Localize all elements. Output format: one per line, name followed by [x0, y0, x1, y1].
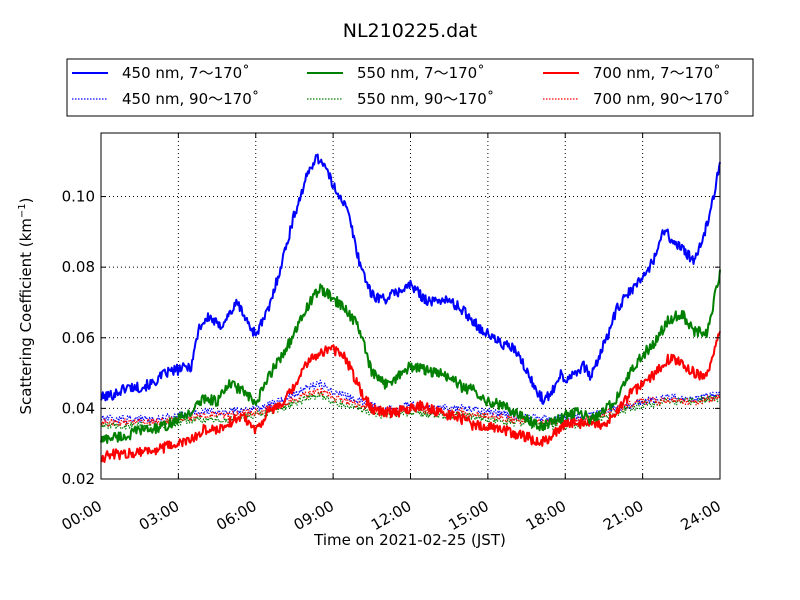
y-tick-label: 0.08	[62, 258, 95, 276]
y-axis-label-close: )	[17, 197, 35, 203]
legend-label: 550 nm, 90～170˚	[357, 90, 494, 108]
x-tick-label: 03:00	[136, 497, 182, 534]
y-tick-label: 0.02	[62, 470, 95, 488]
x-axis-label: Time on 2021-02-25 (JST)	[313, 531, 506, 549]
legend-label: 450 nm, 7～170˚	[122, 64, 250, 82]
x-tick-label: 18:00	[523, 497, 569, 534]
legend: 450 nm, 7～170˚ 450 nm, 90～170˚ 550 nm, 7～1…	[66, 58, 754, 117]
x-tick-label: 15:00	[445, 497, 491, 534]
series-line-solid-1	[100, 269, 721, 444]
y-tick-label: 0.10	[62, 188, 95, 206]
plot-area: 00:00 03:00 06:00 09:00 12:00 15:00 18:00 21:00…	[59, 132, 724, 534]
y-tick-label: 0.04	[62, 399, 95, 417]
y-axis-label-superscript: −1	[17, 203, 28, 218]
legend-label: 450 nm, 90～170˚	[122, 90, 259, 108]
legend-label: 700 nm, 7～170˚	[593, 64, 721, 82]
y-tick-label: 0.06	[62, 329, 95, 347]
chart-title: NL210225.dat	[343, 20, 478, 42]
series-line-solid-0	[100, 153, 721, 405]
y-axis-label: Scattering Coefficient (km−1)	[17, 197, 35, 414]
x-tick-label: 21:00	[600, 497, 646, 534]
x-tick-label: 00:00	[59, 497, 105, 534]
x-tick-label: 06:00	[213, 497, 259, 534]
legend-frame	[66, 58, 754, 117]
legend-label: 700 nm, 90～170˚	[593, 90, 730, 108]
y-axis-label-main: Scattering Coefficient (km	[17, 218, 35, 414]
legend-label: 550 nm, 7～170˚	[357, 64, 485, 82]
x-tick-label: 12:00	[368, 497, 414, 534]
x-tick-label: 24:00	[678, 497, 724, 534]
x-tick-label: 09:00	[291, 497, 337, 534]
series-line-solid-2	[100, 331, 721, 463]
